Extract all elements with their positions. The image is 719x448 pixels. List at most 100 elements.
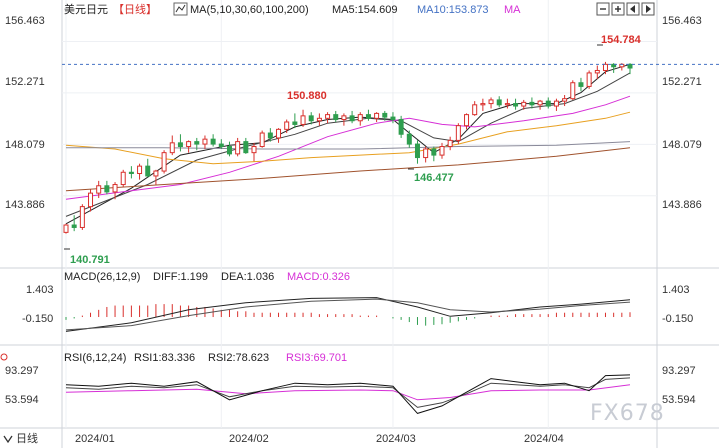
annotation-high: 154.784 [601,34,642,46]
candle-body [382,112,388,118]
annotation-low-jan: 140.791 [70,254,110,266]
candle-body [194,141,200,145]
crosshair-marker-icon[interactable] [0,353,8,361]
ma5-value: MA5:154.609 [332,4,397,16]
rsi1-value: RSI1:83.336 [134,352,195,364]
candle-body [104,185,110,193]
candle-body [365,114,371,119]
candle-body [521,101,527,107]
candle-body [284,121,290,130]
price-tick-label: 148.079 [662,139,702,151]
candle-body [153,170,159,177]
candle-body [602,63,608,71]
candle-body [96,185,102,194]
price-tick-label: 152.271 [5,76,45,88]
candle-body [586,72,592,87]
date-tick-label: 2024/01 [75,433,115,445]
annotation-peak: 150.880 [287,90,327,102]
rsi-params: RSI(6,12,24) [64,352,126,364]
candle-body [398,119,404,135]
candle-body [169,142,175,154]
rsi3-line [65,384,631,401]
price-axis-right: 156.463 152.271 148.079 143.886 [662,15,702,211]
candle-body [578,82,584,87]
zoom-out-icon[interactable] [596,2,610,16]
price-tick-label: 148.079 [5,139,45,151]
ma-more-label: MA [504,4,521,16]
rsi-tick-label: 93.297 [662,365,696,377]
candle-body [439,146,445,156]
candle-body [341,115,347,121]
candle-body [594,69,600,74]
candle-body [88,192,94,208]
candle-body [447,139,453,148]
price-tick-label: 156.463 [5,15,45,27]
candle-body [71,224,77,228]
rsi2-line [65,377,631,408]
ma-line-ma60 [65,111,631,165]
candle-body [251,146,257,154]
macd-hist-value: MACD:0.326 [287,271,350,283]
gridlines [62,0,657,428]
candle-body [390,116,396,121]
macd-tick-label: -0.150 [662,313,693,325]
candle-body [145,165,151,177]
candle-body [333,114,339,121]
macd-tick-label: 1.403 [26,284,54,296]
date-tick-label: 2024/02 [229,433,269,445]
candle-body [406,133,412,145]
price-tick-label: 143.886 [662,199,702,211]
toolbar [596,2,655,16]
macd-diff-value: DIFF:1.199 [153,271,208,283]
candle-body [276,128,282,139]
rsi-tick-label: 93.297 [5,365,39,377]
candle-body [414,143,420,159]
chevron-down-icon [3,435,13,444]
candle-body [513,103,519,107]
candle-body [496,99,502,106]
watermark: FX678 [590,401,665,426]
symbol-name: 美元日元 [64,3,108,16]
candle-body [112,184,118,193]
macd-dea-line [65,298,631,331]
candle-body [63,224,69,233]
candle-body [570,82,576,100]
price-tick-label: 152.271 [662,76,702,88]
candle-body [464,114,470,127]
ma-line-ma200 [65,147,631,192]
ma-line-ma100 [66,141,631,150]
period-tag[interactable]: 【日线】 [113,2,157,16]
candle-body [186,141,192,148]
candle-body [202,138,208,145]
zoom-in-icon[interactable] [611,2,625,16]
candle-body [504,103,510,106]
annotation-low-mar: 146.477 [414,172,454,184]
candle-body [357,114,363,122]
candle-body [300,115,306,125]
candle-body [235,141,241,155]
candle-body [177,142,183,148]
rsi-panel [65,374,631,414]
period-footer-button[interactable]: 日线 [3,431,38,445]
candle-body [137,165,143,175]
candle-body [545,100,551,107]
candlesticks [63,61,633,234]
candle-body [537,100,543,106]
period-footer-label: 日线 [16,431,38,445]
date-tick-label: 2024/04 [524,433,564,445]
candle-body [120,171,126,186]
pan-left-icon[interactable] [626,2,640,16]
candle-body [226,146,232,155]
macd-tick-label: -0.150 [22,313,53,325]
pan-right-icon[interactable] [641,2,655,16]
candle-body [218,143,224,148]
ma10-value: MA10:153.873 [417,4,489,16]
candle-body [292,121,298,125]
candle-body [529,101,535,106]
rsi-tick-label: 53.594 [5,394,39,406]
candle-body [472,104,478,116]
candle-body [480,103,486,106]
macd-panel [65,297,631,332]
